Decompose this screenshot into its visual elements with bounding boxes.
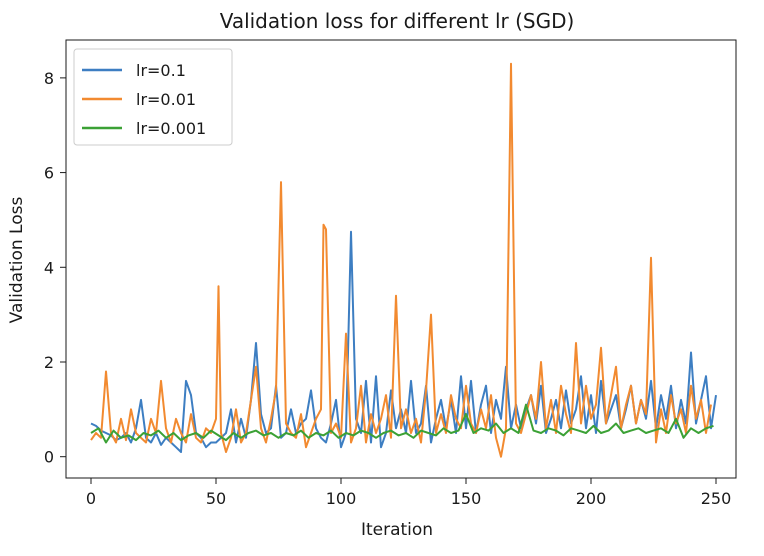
y-tick-label: 6 [44, 164, 54, 183]
series-layer [90, 62, 717, 458]
x-tick-label: 50 [206, 489, 226, 508]
legend-label-0: lr=0.1 [136, 61, 186, 80]
x-axis: 0 50 100 150 200 250 [86, 478, 731, 508]
legend-box [73, 48, 233, 146]
series-line-2 [90, 403, 714, 444]
x-tick-label: 100 [326, 489, 357, 508]
x-tick-label: 0 [86, 489, 96, 508]
y-tick-label: 8 [44, 69, 54, 88]
chart-title: Validation loss for different lr (SGD) [220, 9, 575, 33]
x-axis-label: Iteration [361, 520, 433, 540]
x-tick-label: 200 [576, 489, 607, 508]
x-tick-label: 150 [451, 489, 482, 508]
y-axis-label: Validation Loss [7, 197, 27, 324]
y-axis: 0 2 4 6 8 [44, 69, 66, 467]
x-tick-label: 250 [701, 489, 732, 508]
y-tick-label: 4 [44, 258, 54, 277]
legend-label-1: lr=0.01 [136, 90, 196, 109]
y-tick-label: 2 [44, 353, 54, 372]
legend-label-2: lr=0.001 [136, 119, 206, 138]
legend: lr=0.1 lr=0.01 lr=0.001 [73, 48, 233, 146]
y-tick-label: 0 [44, 448, 54, 467]
series-line-1 [90, 62, 712, 458]
